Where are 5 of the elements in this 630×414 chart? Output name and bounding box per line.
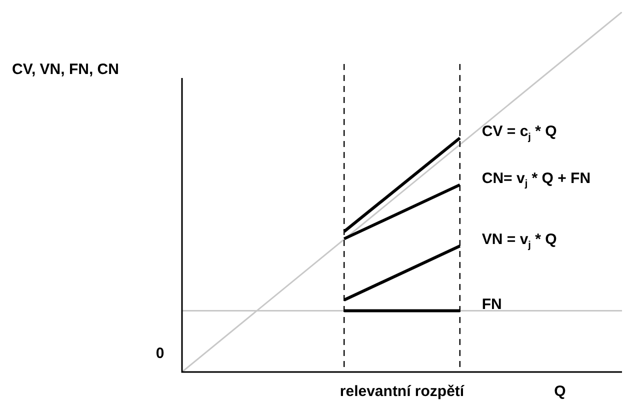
x-axis-title: Q <box>554 383 566 400</box>
text: relevantní rozpětí <box>340 383 465 400</box>
y-axis-title: CV, VN, FN, CN <box>12 61 119 78</box>
series-label: FN <box>482 296 502 313</box>
text: 0 <box>156 345 164 362</box>
